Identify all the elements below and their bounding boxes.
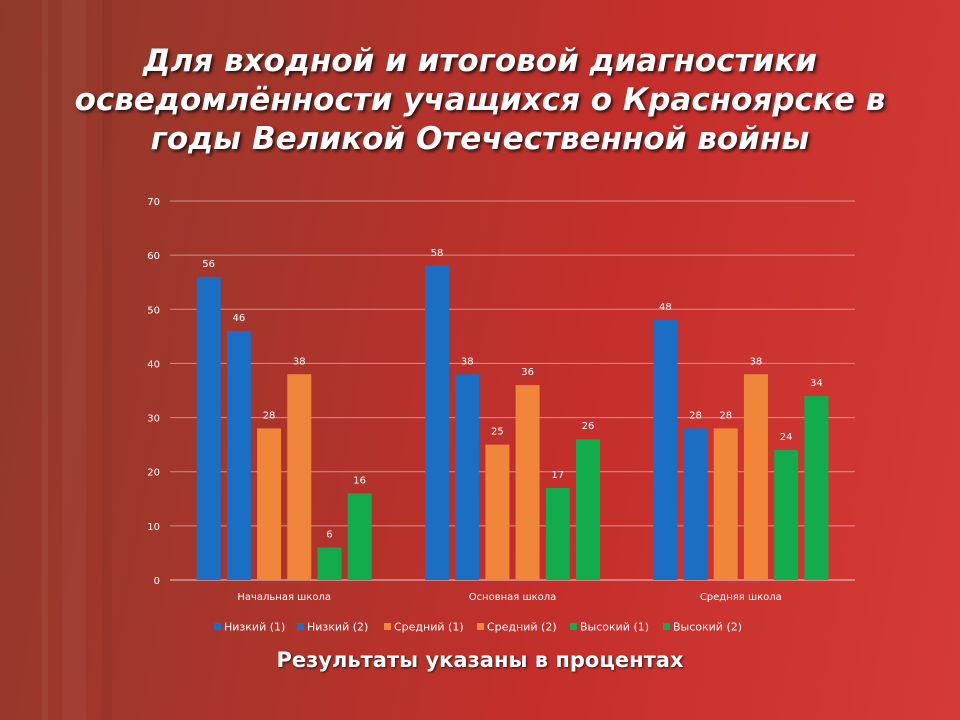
y-tick-label: 50 [147, 305, 160, 316]
bar [425, 265, 449, 580]
data-label: 24 [780, 432, 793, 443]
x-tick-label: Основная школа [469, 592, 557, 603]
bar [774, 450, 799, 580]
legend-swatch [297, 623, 304, 630]
data-label: 46 [232, 313, 245, 324]
bar [317, 547, 342, 580]
data-label: 58 [431, 248, 444, 259]
legend-label: Средний (1) [394, 621, 464, 634]
title-line: Для входной и итоговой диагностики [142, 43, 818, 79]
data-label: 25 [491, 427, 504, 438]
y-tick-label: 60 [147, 251, 160, 262]
legend-label: Высокий (1) [580, 621, 649, 634]
legend-swatch [384, 623, 391, 630]
data-label: 6 [326, 530, 332, 541]
bar [287, 374, 312, 580]
y-tick-label: 40 [147, 359, 160, 370]
data-label: 34 [810, 378, 823, 389]
legend-label: Средний (2) [487, 621, 557, 634]
data-label: 28 [263, 410, 276, 421]
data-label: 48 [659, 302, 672, 313]
title-line: годы Великой Отечественной войны [150, 121, 810, 157]
legend-swatch [570, 623, 577, 630]
bar [743, 374, 768, 580]
bar [804, 395, 829, 580]
bar [347, 493, 372, 580]
footer-note: Результаты указаны в процентах [276, 648, 684, 672]
y-tick-label: 70 [147, 197, 160, 208]
legend-swatch [477, 623, 484, 630]
legend-label: Низкий (2) [307, 621, 368, 634]
legend-swatch [663, 623, 670, 630]
y-tick-label: 0 [154, 576, 160, 587]
legend-label: Высокий (2) [673, 621, 742, 634]
y-tick-label: 30 [147, 414, 160, 425]
bar [226, 330, 251, 580]
data-label: 36 [521, 367, 534, 378]
bar [683, 428, 708, 580]
decor-stripe [62, 0, 86, 720]
bar [196, 276, 221, 580]
data-label: 38 [461, 356, 474, 367]
y-tick-label: 20 [147, 468, 160, 479]
title-line: осведомлённости учащихся о Красноярске в [74, 82, 886, 118]
data-label: 28 [689, 410, 702, 421]
y-tick-label: 10 [147, 522, 160, 533]
x-tick-label: Средняя школа [700, 592, 782, 603]
bar [545, 487, 570, 580]
decor-stripe [42, 0, 48, 720]
bar [455, 374, 480, 580]
bar [576, 439, 600, 580]
decor-stripe [102, 0, 112, 720]
legend-label: Низкий (1) [224, 621, 285, 634]
data-label: 38 [750, 356, 763, 367]
legend-swatch [214, 623, 221, 630]
data-label: 26 [582, 421, 595, 432]
data-label: 28 [719, 410, 732, 421]
bar [653, 320, 678, 580]
data-label: 16 [353, 475, 366, 486]
bar [257, 428, 282, 580]
bar [713, 428, 738, 580]
data-label: 38 [293, 356, 306, 367]
data-label: 56 [202, 259, 215, 270]
data-label: 17 [551, 470, 564, 481]
slide-title: Для входной и итоговой диагностики освед… [40, 42, 920, 159]
bar [515, 385, 540, 580]
x-tick-label: Начальная школа [237, 592, 331, 603]
bar [485, 444, 510, 580]
